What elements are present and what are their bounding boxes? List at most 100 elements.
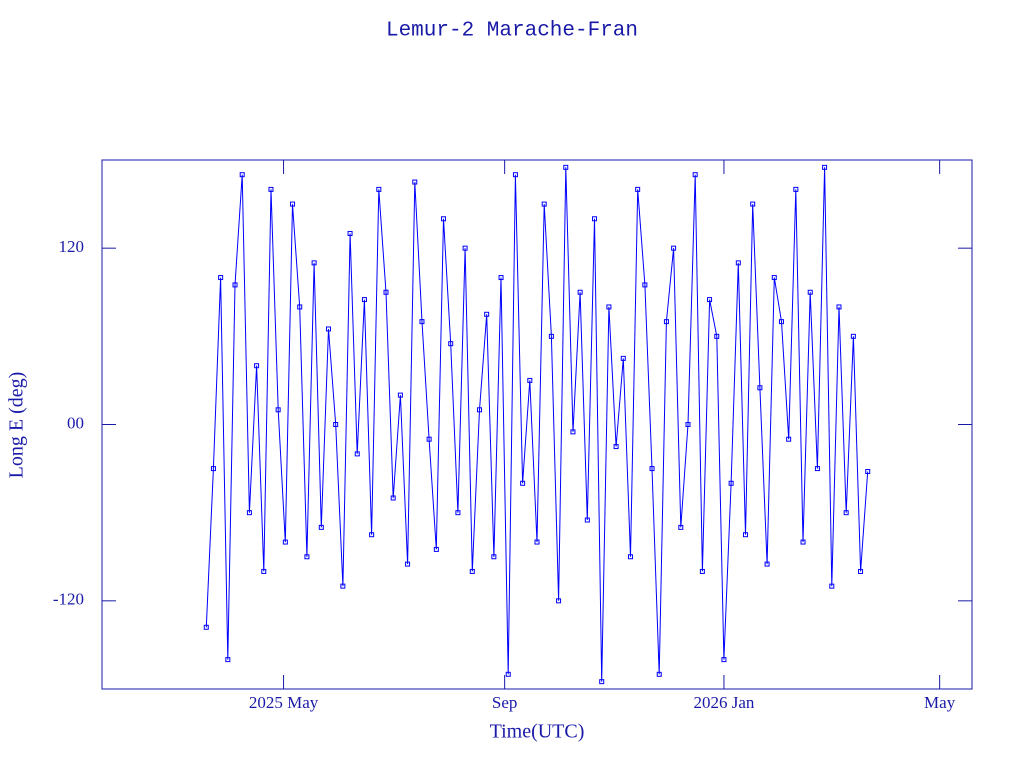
- data-point: [822, 164, 828, 170]
- data-line: [205, 167, 869, 682]
- data-point: [412, 179, 418, 185]
- data-point: [297, 304, 303, 310]
- data-point: [807, 289, 813, 295]
- data-point: [218, 275, 224, 281]
- data-point: [707, 297, 713, 303]
- data-point: [232, 282, 238, 288]
- x-tick-label: 2026 Jan: [693, 693, 754, 712]
- x-tick-label: Sep: [492, 693, 518, 712]
- data-point: [771, 275, 777, 281]
- data-point: [225, 657, 231, 663]
- data-point: [728, 480, 734, 486]
- data-point: [829, 583, 835, 589]
- data-point: [505, 671, 511, 677]
- data-point: [455, 510, 461, 516]
- data-point: [606, 304, 612, 310]
- data-point: [793, 186, 799, 192]
- data-point: [419, 319, 425, 325]
- data-point: [498, 275, 504, 281]
- data-point: [721, 657, 727, 663]
- data-point: [376, 186, 382, 192]
- data-point: [354, 451, 360, 457]
- data-point: [254, 363, 260, 369]
- data-point: [325, 326, 331, 332]
- data-point: [850, 333, 856, 339]
- data-point: [340, 583, 346, 589]
- data-point: [203, 624, 209, 630]
- data-point: [369, 532, 375, 538]
- data-point: [541, 201, 547, 207]
- data-point: [520, 480, 526, 486]
- data-point: [246, 510, 252, 516]
- data-point: [699, 568, 705, 574]
- data-point: [512, 172, 518, 178]
- data-point: [692, 172, 698, 178]
- data-point: [462, 245, 468, 251]
- x-axis-label: Time(UTC): [490, 721, 585, 743]
- data-point: [239, 172, 245, 178]
- data-point: [714, 333, 720, 339]
- data-point: [678, 524, 684, 530]
- data-point: [649, 466, 655, 472]
- data-point: [333, 422, 339, 427]
- data-point: [764, 561, 770, 567]
- data-point: [584, 517, 590, 523]
- data-point: [261, 568, 267, 574]
- x-tick-label: May: [924, 693, 956, 712]
- data-point: [556, 598, 562, 604]
- data-point: [397, 392, 403, 398]
- data-point: [441, 216, 447, 222]
- data-point: [534, 539, 540, 545]
- data-point: [814, 466, 820, 472]
- chart-title: Lemur-2 Marache-Fran: [386, 20, 638, 43]
- x-tick-label: 2025 May: [249, 693, 319, 712]
- data-point: [577, 289, 583, 295]
- data-point: [361, 297, 367, 303]
- data-point: [390, 495, 396, 501]
- data-point: [476, 407, 482, 413]
- data-point: [786, 436, 792, 442]
- data-point: [778, 319, 784, 325]
- data-point: [290, 201, 296, 207]
- data-point: [383, 289, 389, 295]
- data-point: [613, 444, 619, 450]
- data-point: [656, 671, 662, 677]
- y-tick-label: 120: [59, 237, 85, 256]
- data-point: [800, 539, 806, 545]
- data-point: [750, 201, 756, 207]
- data-point: [599, 679, 605, 685]
- data-point: [275, 407, 281, 413]
- data-point: [548, 333, 554, 339]
- data-point: [484, 311, 490, 317]
- data-point: [426, 436, 432, 442]
- data-point: [671, 245, 677, 251]
- data-point: [735, 260, 741, 266]
- data-point: [268, 186, 274, 192]
- data-point: [491, 554, 497, 560]
- y-tick-label: 00: [67, 413, 84, 432]
- data-point: [627, 554, 633, 560]
- data-point: [865, 469, 871, 475]
- data-point: [210, 466, 216, 472]
- data-point: [858, 568, 864, 574]
- data-point: [563, 164, 569, 170]
- y-tick-label: -120: [53, 590, 84, 609]
- data-point: [570, 429, 576, 435]
- data-point: [836, 304, 842, 310]
- y-axis-label: Long E (deg): [6, 372, 28, 479]
- data-point: [620, 355, 626, 361]
- data-point: [304, 554, 310, 560]
- data-point: [663, 319, 669, 325]
- data-point: [743, 532, 749, 538]
- data-point: [685, 422, 691, 427]
- data-point: [433, 546, 439, 552]
- data-point: [282, 539, 288, 545]
- data-point: [318, 524, 324, 530]
- data-point: [311, 260, 317, 266]
- data-point: [843, 510, 849, 516]
- data-point: [405, 561, 411, 567]
- data-point: [347, 230, 353, 236]
- data-point: [469, 568, 475, 574]
- data-point: [527, 377, 533, 383]
